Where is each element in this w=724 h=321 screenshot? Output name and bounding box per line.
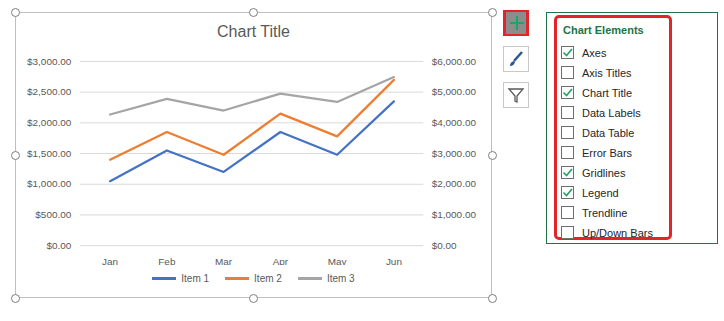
- html-text:Chart Title: Chart Title: [582, 86, 633, 99]
- svg-text:$0.00: $0.00: [46, 240, 71, 251]
- svg-text:$3,000.00: $3,000.00: [27, 56, 72, 67]
- html-text:Legend: Legend: [582, 186, 619, 199]
- html-text:Chart Elements: Chart Elements: [563, 24, 644, 36]
- svg-text:$2,500.00: $2,500.00: [27, 86, 72, 97]
- svg-text:May: May: [328, 256, 347, 265]
- html-text:Error Bars: Error Bars: [582, 146, 633, 159]
- svg-text:$2,000.00: $2,000.00: [432, 178, 477, 189]
- svg-text:$6,000.00: $6,000.00: [432, 56, 477, 67]
- svg-text:Jan: Jan: [102, 256, 118, 265]
- svg-text:$2,000.00: $2,000.00: [27, 117, 72, 128]
- html-text:Up/Down Bars: Up/Down Bars: [582, 226, 653, 239]
- svg-text:$3,000.00: $3,000.00: [432, 148, 477, 159]
- html-text:Data Labels: Data Labels: [582, 106, 641, 119]
- html-text:Axes: Axes: [582, 46, 607, 59]
- svg-text:Mar: Mar: [215, 256, 233, 265]
- html-text:Data Table: Data Table: [582, 126, 635, 139]
- html-text:Item 3: Item 3: [326, 273, 355, 284]
- svg-text:$1,000.00: $1,000.00: [27, 178, 72, 189]
- html-text:Item 2: Item 2: [254, 273, 282, 284]
- html-text:Trendline: Trendline: [582, 206, 628, 219]
- html-text:Gridlines: Gridlines: [582, 166, 626, 179]
- svg-text:Jun: Jun: [386, 256, 402, 265]
- svg-text:$0.00: $0.00: [432, 240, 457, 251]
- svg-text:Apr: Apr: [273, 256, 289, 265]
- svg-text:$500.00: $500.00: [35, 209, 71, 220]
- html-text:Item 1: Item 1: [181, 273, 210, 284]
- svg-text:$1,500.00: $1,500.00: [27, 148, 72, 159]
- svg-text:$1,000.00: $1,000.00: [432, 209, 477, 220]
- svg-text:$4,000.00: $4,000.00: [432, 117, 477, 128]
- svg-text:$5,000.00: $5,000.00: [432, 86, 477, 97]
- svg-text:Feb: Feb: [158, 256, 176, 265]
- html-text:Axis Titles: Axis Titles: [582, 66, 632, 79]
- html-text:Chart Title: Chart Title: [217, 23, 290, 40]
